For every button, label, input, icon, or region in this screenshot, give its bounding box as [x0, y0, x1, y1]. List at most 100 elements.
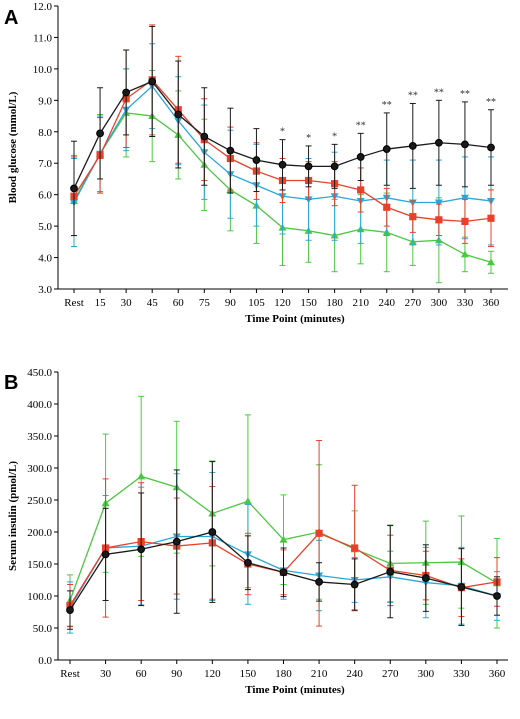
data-point	[421, 574, 430, 582]
data-point	[487, 258, 495, 266]
y-tick-label: 0.0	[38, 655, 52, 667]
data-point	[461, 217, 469, 225]
x-tick-label: 15	[95, 297, 107, 309]
x-tick-label: 90	[171, 668, 183, 680]
data-point	[315, 578, 323, 586]
y-tick-label: 5.0	[38, 221, 52, 233]
x-tick-label: 90	[225, 297, 237, 309]
y-tick-label: 250.0	[27, 495, 52, 507]
y-tick-label: 8.0	[38, 127, 52, 139]
data-point	[351, 544, 359, 552]
x-tick-label: 105	[248, 297, 265, 309]
data-point	[409, 213, 417, 221]
x-tick-label: 270	[382, 668, 399, 680]
data-point	[487, 214, 495, 222]
data-point	[137, 472, 146, 480]
y-tick-label: 9.0	[38, 95, 52, 107]
x-tick-label: 120	[204, 668, 221, 680]
y-tick-label: 350.0	[27, 431, 52, 443]
significance-marker: **	[408, 90, 418, 101]
data-point	[315, 529, 323, 537]
x-tick-label: 75	[199, 297, 211, 309]
data-point	[174, 110, 183, 119]
y-tick-label: 3.0	[38, 284, 52, 296]
y-axis-title: Serum insulin (pmol/L)	[7, 461, 19, 571]
panel-label: B	[4, 372, 18, 394]
x-tick-label: 270	[405, 297, 422, 309]
x-tick-label: 30	[121, 297, 133, 309]
x-tick-label: 300	[418, 668, 435, 680]
y-tick-label: 7.0	[38, 158, 52, 170]
data-point	[434, 199, 443, 207]
x-tick-label: 210	[311, 668, 328, 680]
y-tick-label: 450.0	[27, 367, 52, 379]
data-point	[383, 203, 391, 211]
data-point	[70, 184, 78, 193]
data-point	[208, 528, 217, 536]
x-tick-label: 60	[136, 668, 148, 680]
x-tick-label: 150	[300, 297, 317, 309]
y-axis-title: Blood glucose (mmol/L)	[7, 91, 19, 203]
data-point	[96, 129, 104, 138]
data-point	[137, 545, 146, 554]
x-tick-label: 360	[489, 668, 506, 680]
x-tick-label: 300	[431, 297, 448, 309]
significance-marker: **	[486, 97, 496, 108]
y-tick-label: 200.0	[27, 527, 52, 539]
x-tick-label: 120	[274, 297, 291, 309]
y-tick-label: 100.0	[27, 591, 52, 603]
y-tick-label: 11.0	[33, 32, 52, 44]
data-point	[252, 156, 261, 164]
data-point	[434, 138, 443, 147]
data-point	[122, 88, 131, 97]
data-point	[435, 216, 443, 224]
y-tick-label: 10.0	[33, 64, 53, 76]
x-tick-label: Rest	[60, 668, 80, 680]
y-tick-label: 400.0	[27, 399, 52, 411]
x-tick-label: 240	[346, 668, 363, 680]
data-point	[244, 558, 252, 567]
data-point	[279, 568, 288, 577]
y-tick-label: 12.0	[33, 1, 53, 13]
data-point	[226, 146, 235, 155]
x-tick-label: 30	[100, 668, 112, 680]
data-point	[460, 250, 469, 258]
significance-marker: **	[434, 87, 444, 98]
significance-marker: *	[332, 131, 337, 142]
data-point	[487, 143, 495, 152]
significance-marker: **	[356, 120, 366, 131]
data-point	[461, 140, 469, 149]
significance-marker: **	[382, 100, 392, 111]
x-tick-label: 180	[275, 668, 292, 680]
data-point	[408, 142, 417, 150]
x-axis-title: Time Point (minutes)	[245, 684, 345, 696]
data-point	[304, 162, 313, 171]
data-point	[101, 550, 110, 559]
data-point	[278, 160, 287, 169]
x-tick-label: 45	[147, 297, 159, 309]
x-tick-label: 330	[453, 668, 470, 680]
data-point	[200, 132, 209, 141]
x-tick-label: Rest	[64, 297, 84, 309]
panel-b-serum-insulin: B 0.0 50.0 100.0 150.0 200.0 250.0 300.0 350.0 40…	[4, 367, 508, 696]
data-point	[279, 535, 288, 543]
x-tick-label: 150	[240, 668, 257, 680]
y-tick-label: 50.0	[33, 623, 53, 635]
data-point	[66, 606, 74, 614]
data-point	[382, 145, 391, 153]
significance-marker: *	[280, 127, 285, 138]
significance-marker: **	[460, 89, 470, 100]
data-point	[350, 580, 359, 589]
x-axis-title: Time Point (minutes)	[245, 313, 345, 325]
data-point	[330, 162, 339, 171]
x-tick-label: 330	[457, 297, 474, 309]
data-point	[460, 194, 469, 202]
y-tick-label: 150.0	[27, 559, 52, 571]
y-tick-label: 6.0	[38, 190, 52, 202]
y-tick-label: 300.0	[27, 463, 52, 475]
x-tick-label: 240	[379, 297, 396, 309]
data-point	[386, 567, 395, 576]
series-black	[70, 25, 495, 237]
data-point	[457, 583, 466, 591]
